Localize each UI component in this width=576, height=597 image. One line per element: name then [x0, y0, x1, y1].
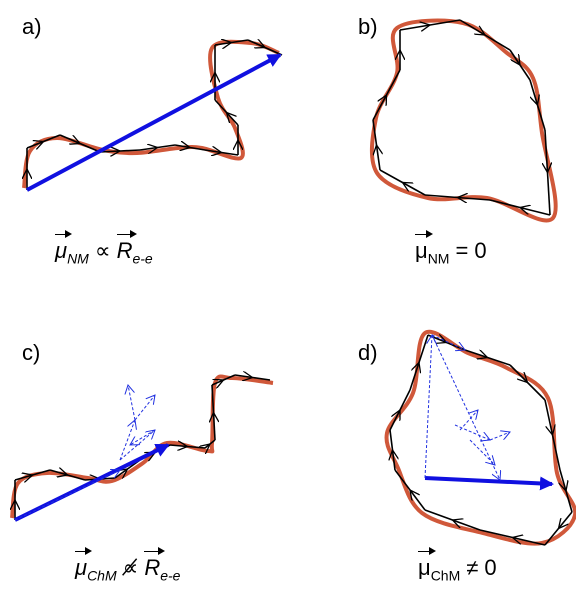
subscript: NM — [428, 250, 450, 266]
local-dipole — [120, 420, 135, 460]
subscript: e-e — [132, 250, 152, 266]
bond — [510, 50, 530, 80]
subscript: ChM — [431, 567, 461, 583]
subscript: NM — [67, 250, 89, 266]
symbol: μ — [415, 238, 428, 264]
symbol: R — [144, 555, 160, 581]
bond — [215, 100, 238, 125]
bond — [560, 470, 572, 512]
subscript: ChM — [87, 567, 117, 583]
chains — [12, 20, 575, 545]
panel-label: b) — [358, 14, 378, 40]
local-dipole — [128, 385, 135, 420]
local-dipole — [135, 395, 155, 420]
bond — [27, 135, 60, 148]
relation: = 0 — [455, 238, 486, 263]
relation: ≠ 0 — [466, 555, 496, 580]
caption: μNM ∝Re-e — [55, 238, 153, 266]
symbol: μ — [418, 555, 431, 581]
local-dipole — [490, 432, 510, 440]
bond — [480, 530, 545, 545]
polymer-contour — [12, 376, 273, 518]
symbol: μ — [55, 238, 67, 264]
symbol: μ — [75, 555, 87, 581]
bond — [395, 470, 425, 510]
local-dipole — [425, 335, 432, 478]
polymer-contour — [387, 332, 576, 544]
bond — [373, 70, 400, 120]
relation: ∝ — [95, 238, 111, 263]
local-dipole — [470, 440, 495, 465]
bond — [465, 350, 510, 365]
bond — [60, 135, 100, 152]
dipole-arrow — [425, 478, 552, 484]
bond — [510, 365, 545, 400]
caption: μNM = 0 — [415, 238, 493, 266]
bond — [248, 40, 282, 55]
local-dipole — [455, 425, 490, 440]
dipole-arrow — [27, 55, 280, 190]
local-dipole — [130, 430, 155, 445]
local-dipole — [432, 335, 500, 480]
panel-label: a) — [22, 14, 42, 40]
relation: ∝̸ — [123, 555, 139, 580]
figure: a) b) c) d) μNM∝Re-e μNM= 0 μChM∝̸Re-e μ… — [0, 0, 576, 597]
drawing — [0, 0, 576, 597]
subscript: e-e — [160, 567, 180, 583]
symbol: R — [117, 238, 133, 264]
bond — [390, 390, 410, 430]
caption: μChM ∝̸Re-e — [75, 555, 180, 583]
panel-label: c) — [22, 340, 40, 366]
polymer-contour — [24, 42, 279, 188]
panel-label: d) — [358, 340, 378, 366]
caption: μChM ≠ 0 — [418, 555, 503, 583]
bond — [460, 20, 510, 50]
